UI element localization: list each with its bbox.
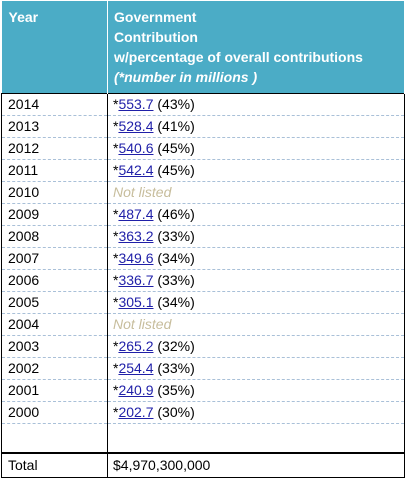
spacer-row [1,423,405,454]
table-row: 2003 *265.2 (32%) [1,335,405,358]
year-cell: 2006 [1,269,108,292]
asterisk-marker: * [113,338,119,354]
contribution-value-link[interactable]: 349.6 [118,250,154,266]
table-row: 2014 *553.7 (43%) [1,93,405,116]
asterisk-marker: * [113,360,119,376]
contribution-cell: Not listed [107,313,405,336]
contribution-value-link[interactable]: 487.4 [118,206,154,222]
contribution-value-link[interactable]: 542.4 [118,162,154,178]
year-cell: 2012 [1,137,108,160]
percentage-text: (34%) [157,250,195,266]
year-cell: 2000 [1,401,108,424]
asterisk-marker: * [113,294,119,310]
year-cell: 2008 [1,225,108,248]
contribution-cell: *528.4 (41%) [107,115,405,138]
contribution-cell: *363.2 (33%) [107,225,405,248]
header-row: Year Government Contribution w/percentag… [1,1,405,94]
total-value: $4,970,300,000 [107,452,405,478]
table-row: 2004 Not listed [1,313,405,336]
contribution-value-link[interactable]: 336.7 [118,272,154,288]
contribution-value-link[interactable]: 528.4 [118,118,154,134]
contribution-cell: *305.1 (34%) [107,291,405,314]
table-row: 2008 *363.2 (33%) [1,225,405,248]
header-line-3: w/percentage of overall contributions [114,49,363,65]
table-row: 2007 *349.6 (34%) [1,247,405,270]
asterisk-marker: * [113,162,119,178]
contribution-value-link[interactable]: 202.7 [118,404,154,420]
contribution-value-link[interactable]: 540.6 [118,140,154,156]
percentage-text: (45%) [157,140,195,156]
asterisk-marker: * [113,118,119,134]
asterisk-marker: * [113,206,119,222]
table-row: 2000 *202.7 (30%) [1,401,405,424]
contribution-value-link[interactable]: 363.2 [118,228,154,244]
contribution-value-link[interactable]: 265.2 [118,338,154,354]
table-row: 2009 *487.4 (46%) [1,203,405,226]
percentage-text: (32%) [157,338,195,354]
not-listed-text: Not listed [113,316,172,332]
year-cell: 2009 [1,203,108,226]
percentage-text: (30%) [157,404,195,420]
not-listed-text: Not listed [113,184,172,200]
contribution-value-link[interactable]: 240.9 [118,382,154,398]
total-label: Total [1,452,108,478]
table-row: 2006 *336.7 (33%) [1,269,405,292]
contribution-cell: *202.7 (30%) [107,401,405,424]
year-cell: 2005 [1,291,108,314]
asterisk-marker: * [113,96,119,112]
percentage-text: (46%) [157,206,195,222]
year-column-header: Year [1,1,108,94]
contribution-cell: *254.4 (33%) [107,357,405,380]
percentage-text: (34%) [157,294,195,310]
header-line-2: Contribution [114,29,198,45]
contribution-cell: *349.6 (34%) [107,247,405,270]
asterisk-marker: * [113,140,119,156]
table-row: 2013 *528.4 (41%) [1,115,405,138]
contribution-column-header: Government Contribution w/percentage of … [107,1,405,94]
table-row: 2012 *540.6 (45%) [1,137,405,160]
year-cell: 2007 [1,247,108,270]
year-cell: 2014 [1,93,108,116]
contribution-cell: *540.6 (45%) [107,137,405,160]
contribution-cell: Not listed [107,181,405,204]
table-row: 2010 Not listed [1,181,405,204]
year-cell: 2011 [1,159,108,182]
year-cell: 2010 [1,181,108,204]
contribution-cell: *553.7 (43%) [107,93,405,116]
contribution-value-link[interactable]: 553.7 [118,96,154,112]
asterisk-marker: * [113,250,119,266]
contribution-value-link[interactable]: 305.1 [118,294,154,310]
year-cell: 2002 [1,357,108,380]
table-row: 2002 *254.4 (33%) [1,357,405,380]
contribution-value-link[interactable]: 254.4 [118,360,154,376]
table-row: 2001 *240.9 (35%) [1,379,405,402]
percentage-text: (33%) [157,228,195,244]
asterisk-marker: * [113,272,119,288]
header-note: (*number in millions ) [114,69,258,85]
year-cell: 2001 [1,379,108,402]
percentage-text: (41%) [157,118,195,134]
year-cell: 2013 [1,115,108,138]
year-cell: 2003 [1,335,108,358]
contribution-cell: *487.4 (46%) [107,203,405,226]
contribution-cell: *240.9 (35%) [107,379,405,402]
table-row: 2011 *542.4 (45%) [1,159,405,182]
contribution-cell: *336.7 (33%) [107,269,405,292]
contribution-cell: *265.2 (32%) [107,335,405,358]
percentage-text: (33%) [157,360,195,376]
asterisk-marker: * [113,382,119,398]
asterisk-marker: * [113,404,119,420]
year-cell: 2004 [1,313,108,336]
percentage-text: (33%) [157,272,195,288]
percentage-text: (45%) [157,162,195,178]
contribution-cell: *542.4 (45%) [107,159,405,182]
asterisk-marker: * [113,228,119,244]
total-row: Total $4,970,300,000 [1,452,405,478]
percentage-text: (43%) [157,96,195,112]
table-row: 2005 *305.1 (34%) [1,291,405,314]
percentage-text: (35%) [157,382,195,398]
header-line-1: Government [114,9,197,25]
